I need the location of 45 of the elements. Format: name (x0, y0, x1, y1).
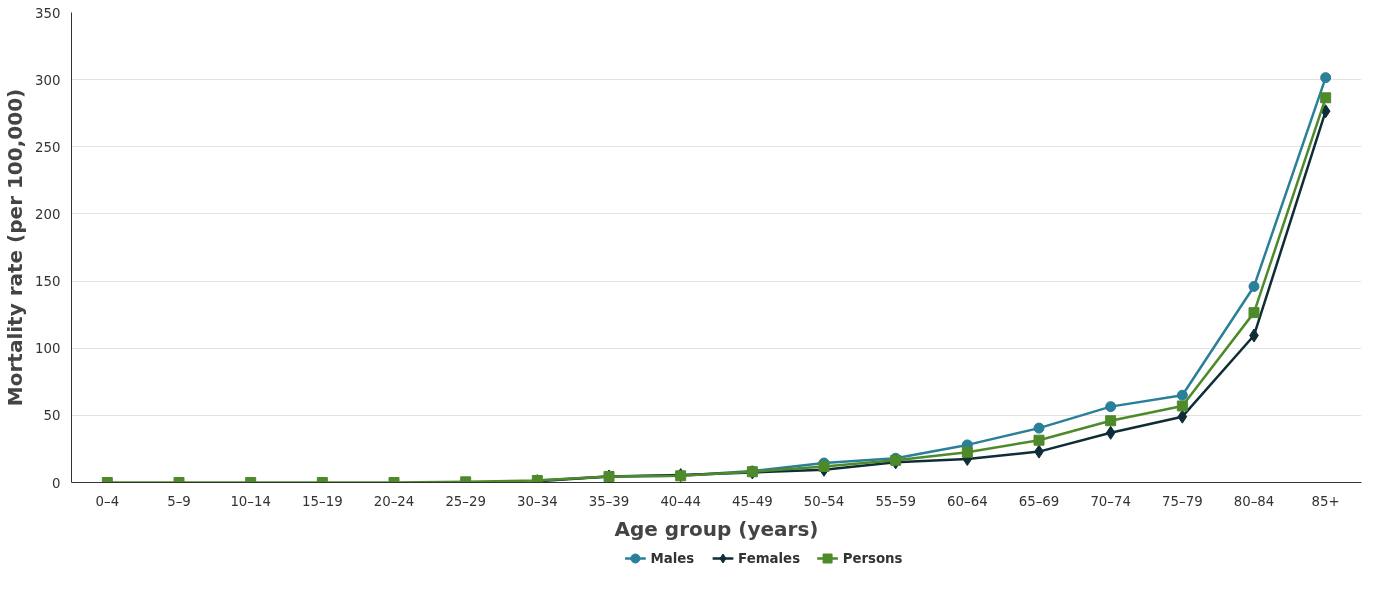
y-tick-label: 50 (43, 408, 61, 424)
x-tick-label: 55–59 (875, 493, 916, 509)
legend-label: Males (650, 551, 695, 566)
x-tick-label: 70–74 (1090, 493, 1131, 509)
x-tick-label: 45–49 (732, 493, 773, 509)
x-tick-label: 65–69 (1018, 493, 1060, 509)
x-tick-label: 35–39 (588, 493, 630, 509)
x-tick-label: 60–64 (947, 493, 988, 509)
point (1320, 72, 1332, 84)
y-tick-label: 250 (35, 139, 61, 155)
x-tick-label: 75–79 (1162, 493, 1203, 509)
x-axis-title: Age group (years) (614, 516, 819, 541)
point (1105, 401, 1117, 413)
x-tick-label: 85+ (1311, 493, 1340, 509)
x-tick-label: 50–54 (803, 493, 845, 509)
x-tick-label: 15–19 (302, 493, 343, 509)
x-tick-label: 80–84 (1233, 493, 1275, 509)
x-tick-label: 5–9 (167, 493, 191, 509)
point (1033, 422, 1045, 434)
point (961, 446, 973, 458)
point (1320, 104, 1331, 119)
y-axis-title: Mortality rate (per 100,000) (3, 88, 28, 407)
point (1105, 425, 1116, 440)
y-tick-label: 200 (35, 206, 61, 222)
point (1248, 280, 1260, 292)
point (1105, 415, 1117, 427)
y-tick-label: 0 (52, 475, 61, 491)
point (1177, 409, 1188, 424)
point (1248, 307, 1260, 319)
y-tick-label: 350 (35, 5, 61, 21)
y-tick-label: 300 (35, 72, 61, 88)
y-tick-label: 150 (35, 274, 61, 290)
x-tick-label: 0–4 (95, 493, 120, 509)
point (1176, 400, 1188, 412)
point (1033, 434, 1045, 446)
point (1176, 389, 1188, 401)
point (1320, 92, 1332, 104)
x-tick-label: 10–14 (230, 493, 271, 509)
x-tick-label: 25–29 (445, 493, 486, 509)
x-tick-label: 30–34 (517, 493, 558, 509)
y-tick-label: 100 (35, 341, 61, 357)
x-tick-label: 40–44 (660, 493, 701, 509)
legend-label: Persons (842, 551, 903, 566)
legend-label: Females (738, 551, 801, 566)
x-tick-label: 20–24 (373, 493, 415, 509)
